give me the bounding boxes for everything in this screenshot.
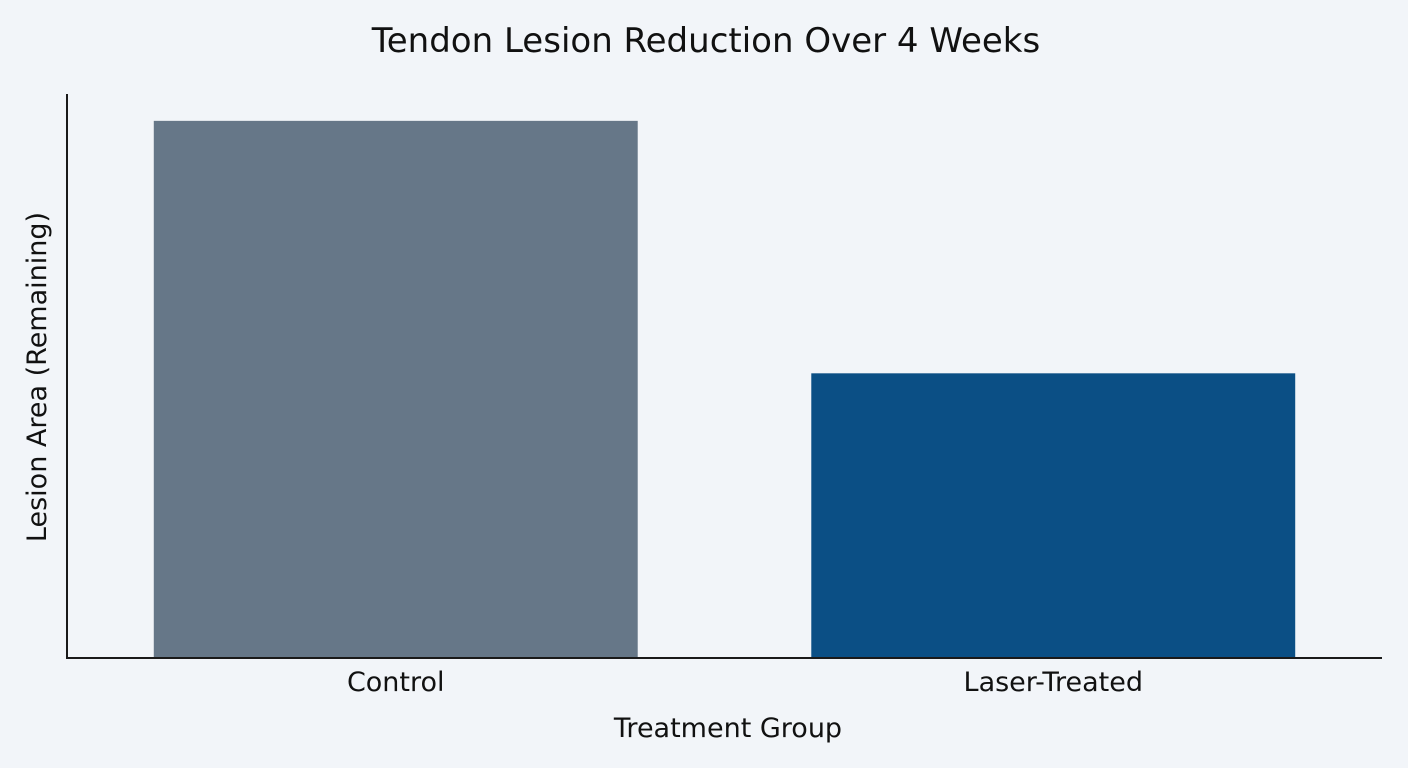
x-tick-labels: Control Laser-Treated [347, 667, 1143, 698]
chart-title: Tendon Lesion Reduction Over 4 Weeks [371, 21, 1040, 61]
x-axis-label: Treatment Group [613, 713, 842, 744]
x-tick-label: Laser-Treated [964, 667, 1143, 698]
bar-laser-treated [811, 373, 1296, 658]
x-tick-label: Control [347, 667, 445, 698]
bar-control [153, 120, 638, 659]
y-axis-label: Lesion Area (Remaining) [22, 212, 53, 542]
bars-group [153, 120, 1296, 659]
